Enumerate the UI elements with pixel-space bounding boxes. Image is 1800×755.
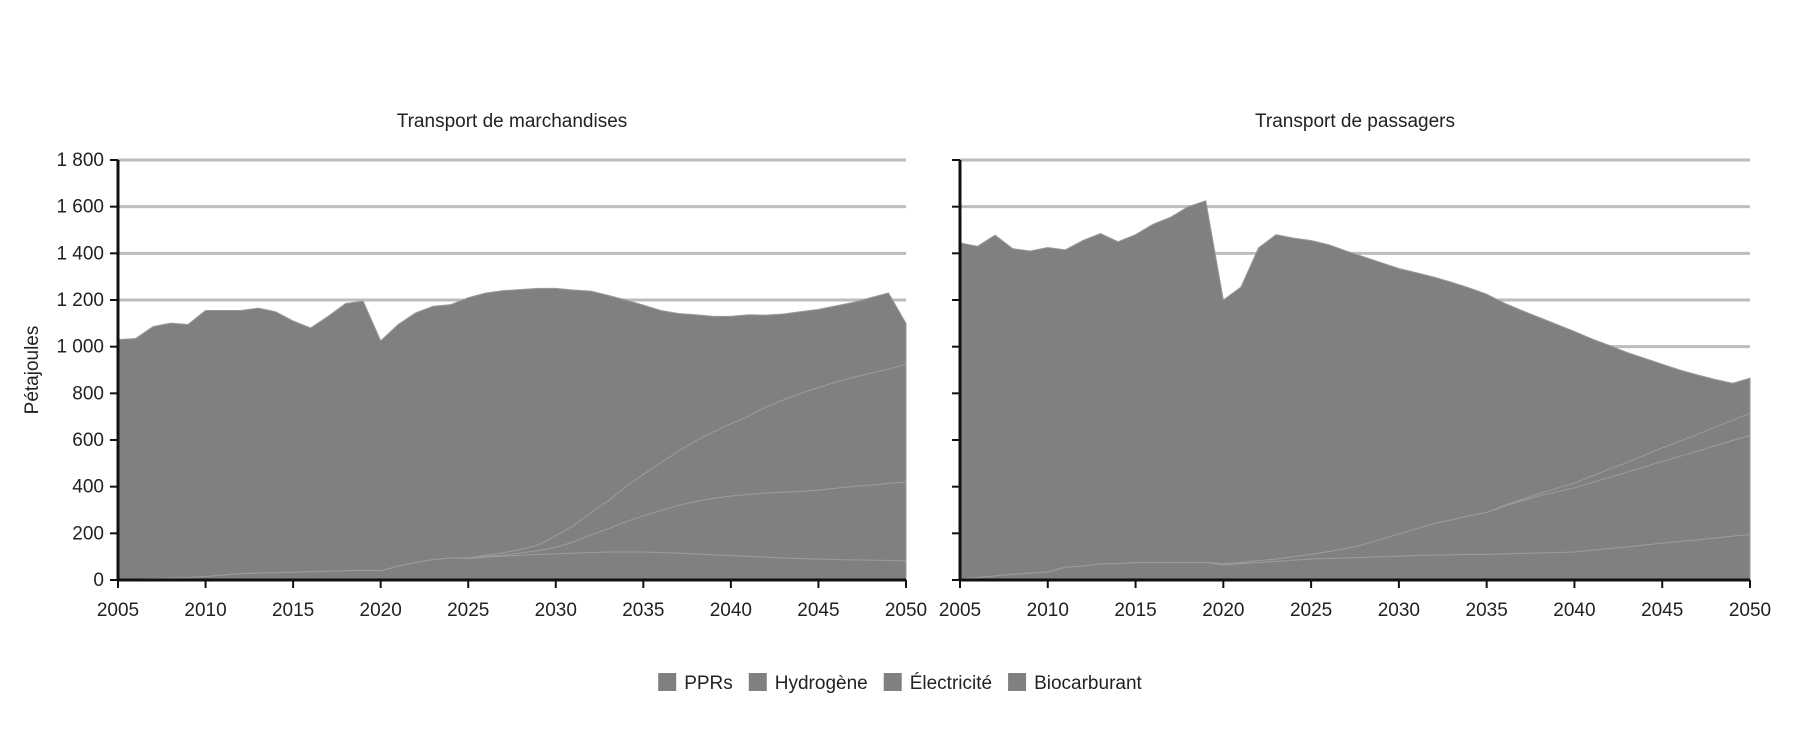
x-tick-label: 2030 — [535, 600, 577, 621]
y-tick-label: 1 800 — [56, 150, 104, 171]
y-tick-label: 1 600 — [56, 197, 104, 218]
legend-label: Électricité — [910, 673, 992, 694]
x-tick-label: 2040 — [710, 600, 752, 621]
x-tick-label: 2050 — [885, 600, 927, 621]
y-tick-label: 1 200 — [56, 290, 104, 311]
legend-label: Hydrogène — [775, 673, 868, 694]
x-tick-label: 2040 — [1553, 600, 1595, 621]
legend-swatch — [883, 673, 902, 691]
x-tick-label: 2025 — [447, 600, 489, 621]
x-tick-label: 2030 — [1378, 600, 1420, 621]
legend-swatch — [1008, 673, 1027, 691]
panel-title: Transport de passagers — [1255, 111, 1455, 132]
x-tick-label: 2015 — [1114, 600, 1156, 621]
y-axis-title: Pétajoules — [22, 326, 43, 415]
x-tick-label: 2005 — [97, 600, 139, 621]
y-tick-label: 1 000 — [56, 337, 104, 358]
x-tick-label: 2010 — [184, 600, 226, 621]
x-tick-label: 2020 — [1202, 600, 1244, 621]
area-pprs — [959, 200, 1751, 580]
y-tick-label: 0 — [93, 570, 104, 591]
x-tick-label: 2045 — [1641, 600, 1683, 621]
x-tick-label: 2050 — [1729, 600, 1771, 621]
plot-layer: Pétajoules Transport de marchandises 0 200 4… — [22, 111, 1771, 621]
x-tick-label: 2035 — [622, 600, 664, 621]
x-tick-label: 2005 — [939, 600, 981, 621]
legend: PPRs Hydrogène Électricité Biocarburant — [658, 673, 1143, 694]
panel-2: Transport de passagers 2005 2010 2015 2020 20… — [939, 111, 1771, 621]
x-tick-label: 2010 — [1027, 600, 1069, 621]
y-tick-label: 400 — [72, 477, 104, 498]
legend-item-electricite: Électricité — [883, 673, 992, 694]
x-tick-label: 2035 — [1466, 600, 1508, 621]
y-tick-label: 1 400 — [56, 243, 104, 264]
legend-label: Biocarburant — [1034, 673, 1142, 694]
legend-item-pprs: PPRs — [658, 673, 733, 694]
legend-item-hydrogene: Hydrogène — [748, 673, 868, 694]
y-tick-label: 600 — [72, 430, 104, 451]
y-tick-label: 800 — [72, 383, 104, 404]
panel-1: Transport de marchandises 0 200 400 600 800 1 … — [56, 111, 927, 621]
x-tick-label: 2020 — [360, 600, 402, 621]
legend-swatch — [748, 673, 767, 691]
y-tick-label: 200 — [72, 523, 104, 544]
x-tick-label: 2015 — [272, 600, 314, 621]
x-tick-label: 2025 — [1290, 600, 1332, 621]
legend-item-biocarburant: Biocarburant — [1008, 673, 1143, 694]
x-tick-label: 2045 — [797, 600, 839, 621]
legend-label: PPRs — [684, 673, 733, 694]
legend-swatch — [658, 673, 677, 691]
area-pprs — [117, 287, 907, 580]
panel-title: Transport de marchandises — [397, 111, 628, 132]
